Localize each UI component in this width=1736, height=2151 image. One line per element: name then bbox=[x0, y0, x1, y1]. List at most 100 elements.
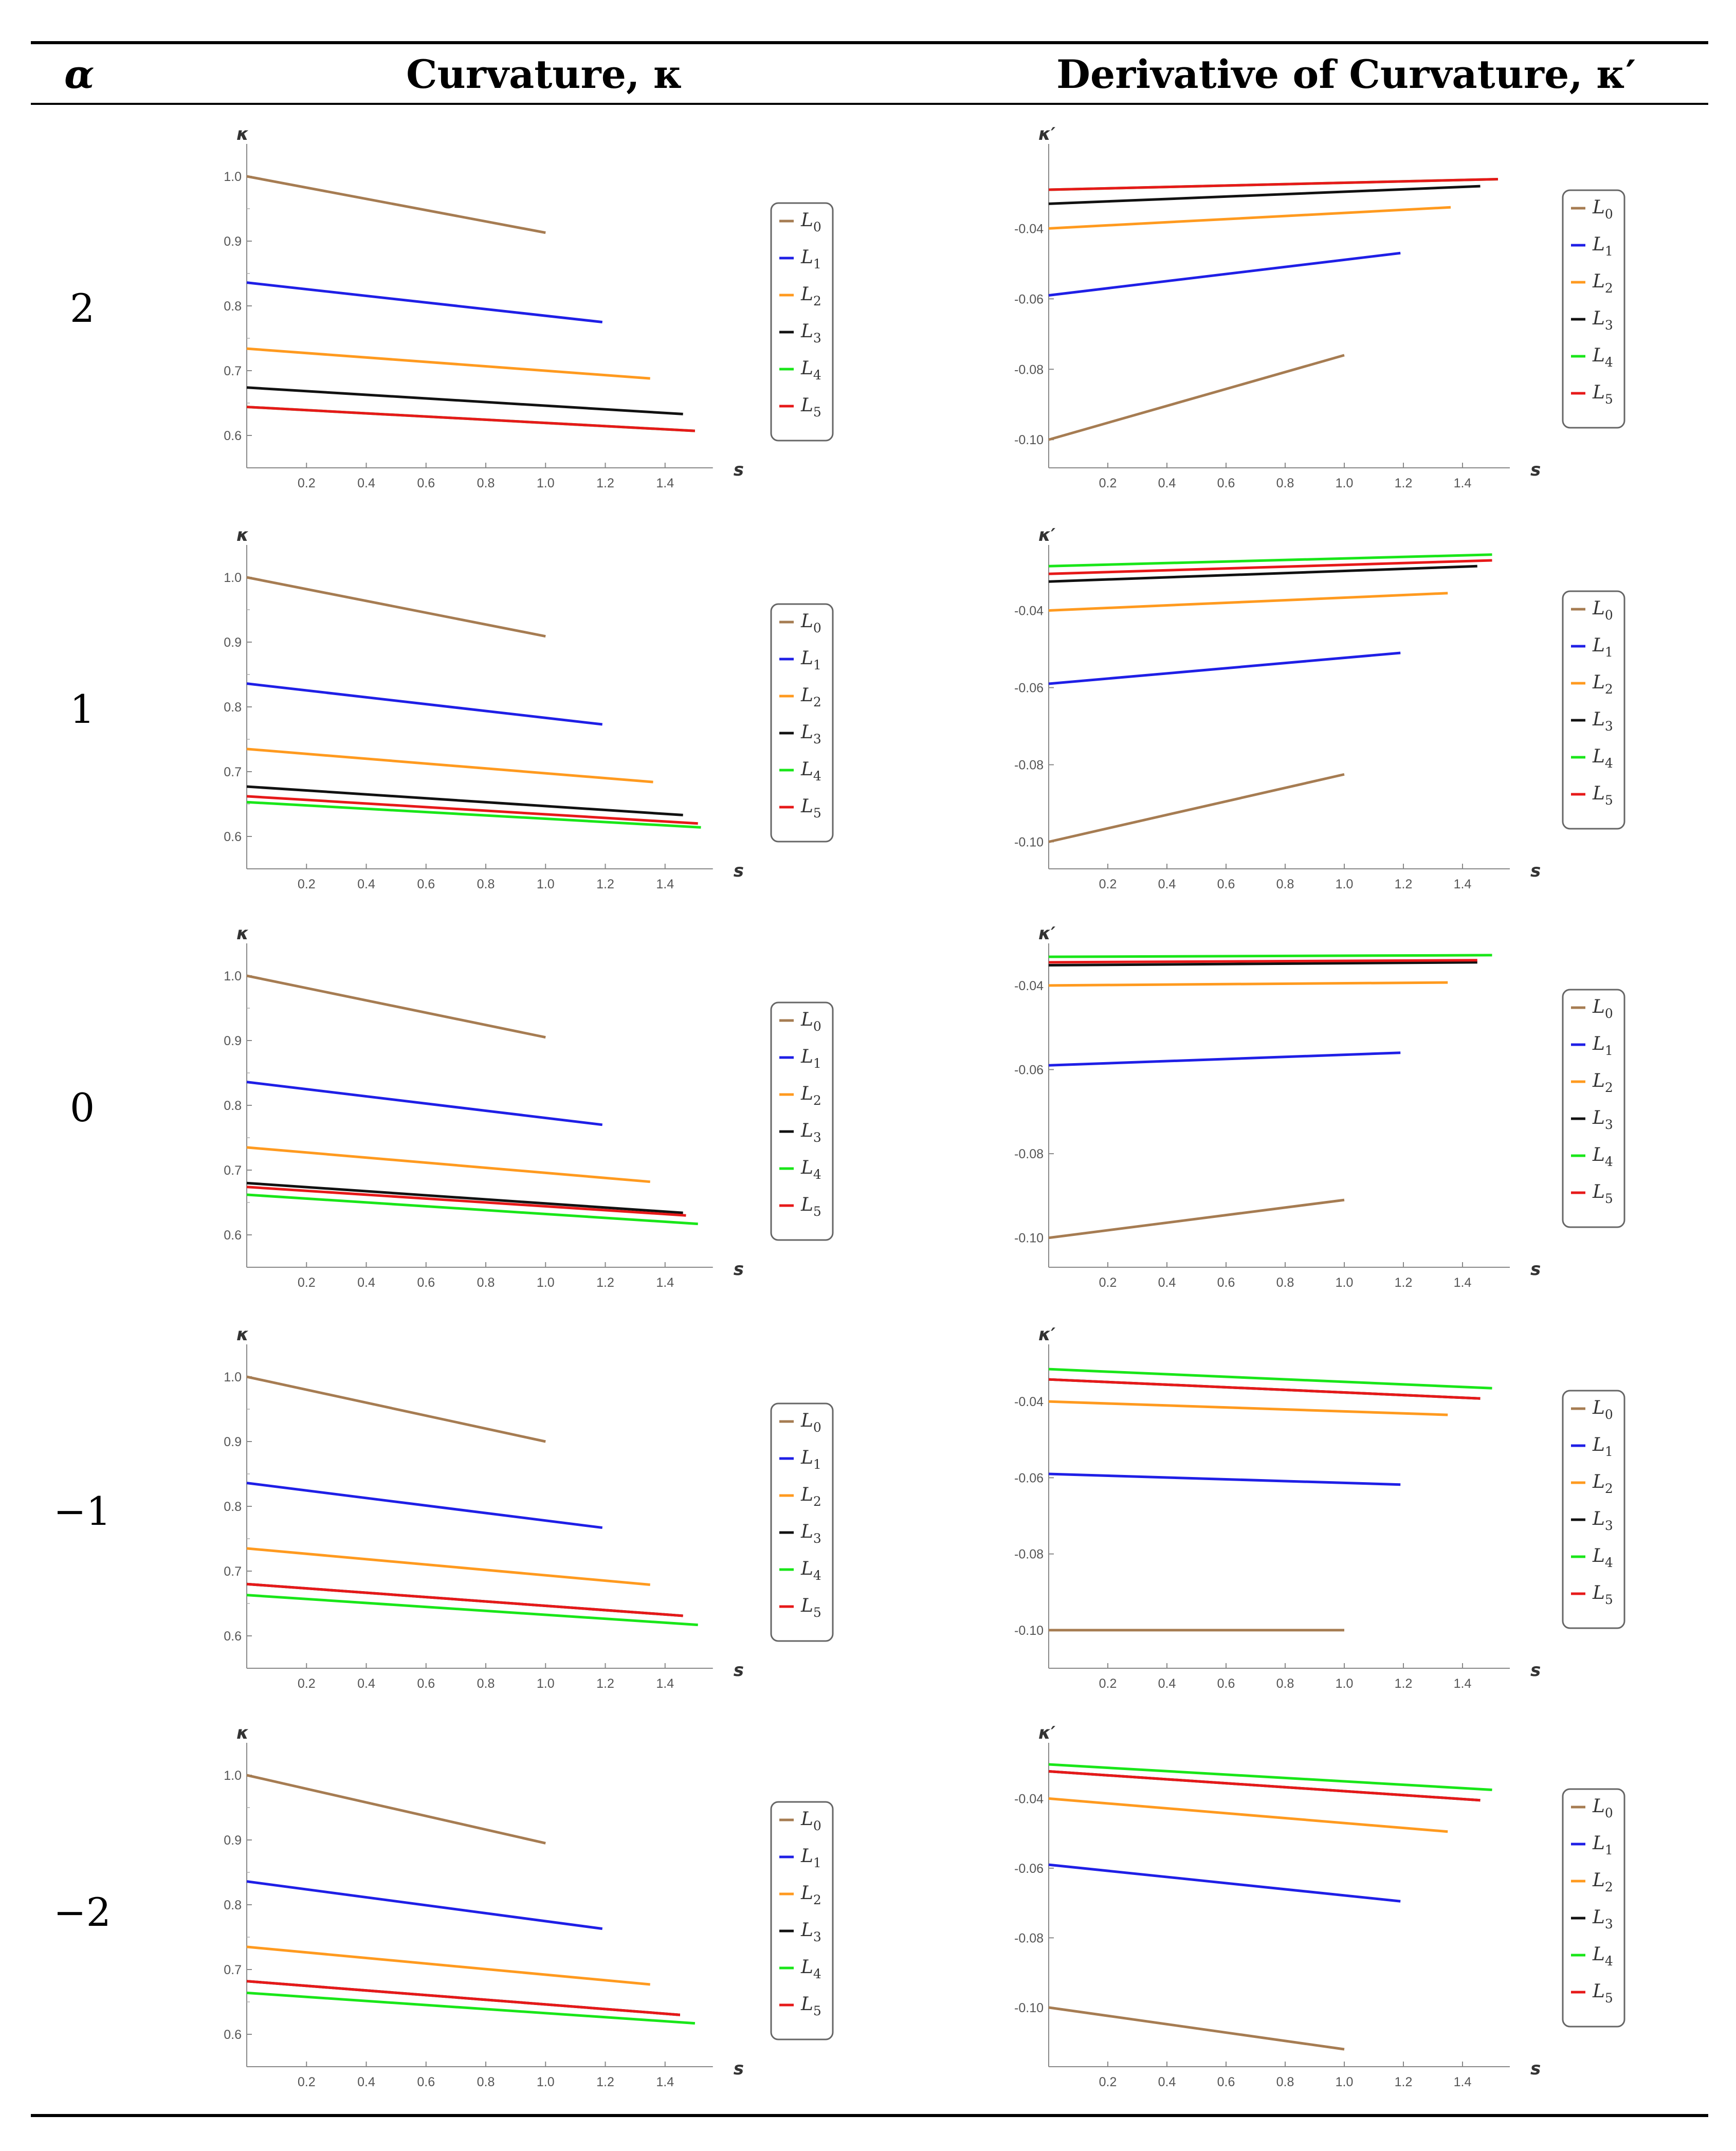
legend-box bbox=[770, 1402, 834, 1642]
series-line-L0 bbox=[1048, 1198, 1345, 1239]
x-tick-label: 1.2 bbox=[596, 877, 614, 891]
series-line-L1 bbox=[1048, 1051, 1401, 1067]
series-line-L1 bbox=[1048, 1472, 1401, 1486]
x-tick-label: 0.2 bbox=[1099, 877, 1117, 891]
series-line-L3 bbox=[1048, 185, 1481, 205]
series-line-L3 bbox=[1048, 564, 1477, 583]
legend-label: L2 bbox=[800, 284, 821, 308]
y-axis-label: κ′ bbox=[1038, 525, 1055, 545]
x-tick-label: 0.6 bbox=[417, 1275, 435, 1290]
curvature-header: Curvature, κ bbox=[406, 51, 683, 97]
x-tick-label: 0.6 bbox=[1217, 877, 1235, 891]
y-tick-label: 0.7 bbox=[224, 364, 242, 378]
x-tick-label: 0.4 bbox=[357, 877, 375, 891]
y-tick-label: -0.10 bbox=[1014, 835, 1044, 850]
legend-subscript: 2 bbox=[813, 294, 821, 308]
legend-subscript: 4 bbox=[1605, 1954, 1613, 1968]
x-tick-label: 0.6 bbox=[1217, 1676, 1235, 1691]
x-tick-label: 0.2 bbox=[1099, 2075, 1117, 2089]
legend-label: L5 bbox=[800, 1595, 821, 1620]
y-axis-label: κ bbox=[236, 124, 249, 144]
legend-subscript: 4 bbox=[1605, 1154, 1613, 1169]
x-tick-label: 1.4 bbox=[1454, 1275, 1472, 1290]
y-axis-label: κ bbox=[236, 923, 249, 944]
legend-subscript: 0 bbox=[1605, 1006, 1613, 1021]
series-line-L0 bbox=[246, 576, 546, 638]
x-tick-label: 0.2 bbox=[1099, 476, 1117, 490]
x-tick-label: 0.2 bbox=[298, 476, 316, 490]
x-tick-label: 1.4 bbox=[656, 476, 674, 490]
series-line-L3 bbox=[246, 386, 683, 415]
series-line-L1 bbox=[1048, 1863, 1401, 1903]
y-axis-label: κ bbox=[236, 525, 249, 545]
x-tick-label: 1.2 bbox=[596, 1676, 614, 1691]
series-line-L4 bbox=[1048, 1763, 1492, 1791]
derivative-header: Derivative of Curvature, κ′ bbox=[1056, 51, 1636, 97]
y-tick-label: -0.06 bbox=[1014, 292, 1044, 306]
y-tick-label: -0.04 bbox=[1014, 222, 1044, 236]
y-axis-label: κ′ bbox=[1038, 1723, 1055, 1743]
x-tick-label: 0.4 bbox=[1158, 476, 1176, 490]
x-tick-label: 1.2 bbox=[1395, 1275, 1413, 1290]
series-line-L5 bbox=[246, 406, 696, 432]
series-line-L4 bbox=[246, 1594, 698, 1627]
y-tick-label: 0.8 bbox=[224, 700, 242, 715]
y-tick-label: -0.06 bbox=[1014, 1471, 1044, 1485]
series-line-L4 bbox=[1048, 954, 1492, 958]
legend-box bbox=[1562, 1788, 1625, 2028]
legend-subscript: 1 bbox=[813, 1855, 821, 1870]
y-tick-label: 0.7 bbox=[224, 1163, 242, 1178]
legend-subscript: 0 bbox=[1605, 1806, 1613, 1820]
y-tick-label: -0.08 bbox=[1014, 758, 1044, 773]
series-line-L2 bbox=[246, 748, 653, 783]
series-line-L1 bbox=[246, 1081, 602, 1126]
legend-label: L3 bbox=[1592, 1907, 1613, 1931]
x-axis-label: s bbox=[1530, 2058, 1541, 2079]
x-tick-label: 0.8 bbox=[1276, 476, 1294, 490]
legend-subscript: 5 bbox=[813, 405, 821, 420]
y-axis-label: κ bbox=[236, 1324, 249, 1345]
legend-subscript: 2 bbox=[1605, 1080, 1613, 1095]
series-line-L2 bbox=[1048, 206, 1451, 230]
x-axis-label: s bbox=[1530, 1660, 1541, 1681]
legend-subscript: 0 bbox=[813, 1420, 821, 1435]
x-tick-label: 1.4 bbox=[1454, 476, 1472, 490]
x-tick-label: 0.2 bbox=[298, 877, 316, 891]
bottom-rule bbox=[31, 2114, 1708, 2117]
legend-subscript: 1 bbox=[1605, 1843, 1613, 1857]
legend-subscript: 3 bbox=[1605, 1518, 1613, 1533]
x-tick-label: 1.0 bbox=[537, 1676, 555, 1691]
x-tick-label: 1.0 bbox=[537, 1275, 555, 1290]
legend-subscript: 3 bbox=[813, 1531, 821, 1546]
y-tick-label: 0.8 bbox=[224, 299, 242, 314]
curvature-plot-alpha-1: 1.00.90.80.70.60.2 0.4 0.6 0.8 1.0 1.2 1.4κsL0… bbox=[224, 525, 834, 891]
series-line-L2 bbox=[246, 1547, 650, 1586]
derivative-plot-alpha-minus-2: -0.04 -0.06 -0.08 -0.10 0.2 0.4 0.6 0.8 1.0 1.2 1.… bbox=[1014, 1723, 1625, 2089]
x-tick-label: 0.8 bbox=[477, 877, 495, 891]
legend-label: L4 bbox=[1592, 746, 1613, 771]
series-line-L0 bbox=[246, 175, 546, 234]
x-tick-label: 0.6 bbox=[417, 1676, 435, 1691]
legend-subscript: 5 bbox=[1605, 392, 1613, 407]
y-tick-label: 0.7 bbox=[224, 1564, 242, 1579]
y-tick-label: 0.6 bbox=[224, 1629, 242, 1644]
x-tick-label: 0.4 bbox=[357, 476, 375, 490]
legend-subscript: 1 bbox=[1605, 645, 1613, 660]
series-line-L1 bbox=[246, 1482, 602, 1529]
legend-subscript: 3 bbox=[813, 331, 821, 345]
top-rule bbox=[31, 41, 1708, 44]
legend-subscript: 1 bbox=[1605, 244, 1613, 259]
x-tick-label: 0.6 bbox=[417, 476, 435, 490]
series-line-L3 bbox=[1048, 961, 1477, 967]
legend-subscript: 4 bbox=[1605, 756, 1613, 771]
y-tick-label: -0.04 bbox=[1014, 604, 1044, 618]
x-axis-label: s bbox=[734, 1660, 744, 1681]
alpha-row-label: 2 bbox=[69, 285, 95, 331]
series-line-L3 bbox=[246, 785, 683, 816]
legend-subscript: 4 bbox=[813, 1167, 821, 1182]
y-axis-label: κ′ bbox=[1038, 124, 1055, 144]
x-tick-label: 1.2 bbox=[1395, 2075, 1413, 2089]
x-tick-label: 0.8 bbox=[1276, 877, 1294, 891]
x-tick-label: 0.8 bbox=[1276, 1676, 1294, 1691]
legend-subscript: 2 bbox=[1605, 1880, 1613, 1894]
